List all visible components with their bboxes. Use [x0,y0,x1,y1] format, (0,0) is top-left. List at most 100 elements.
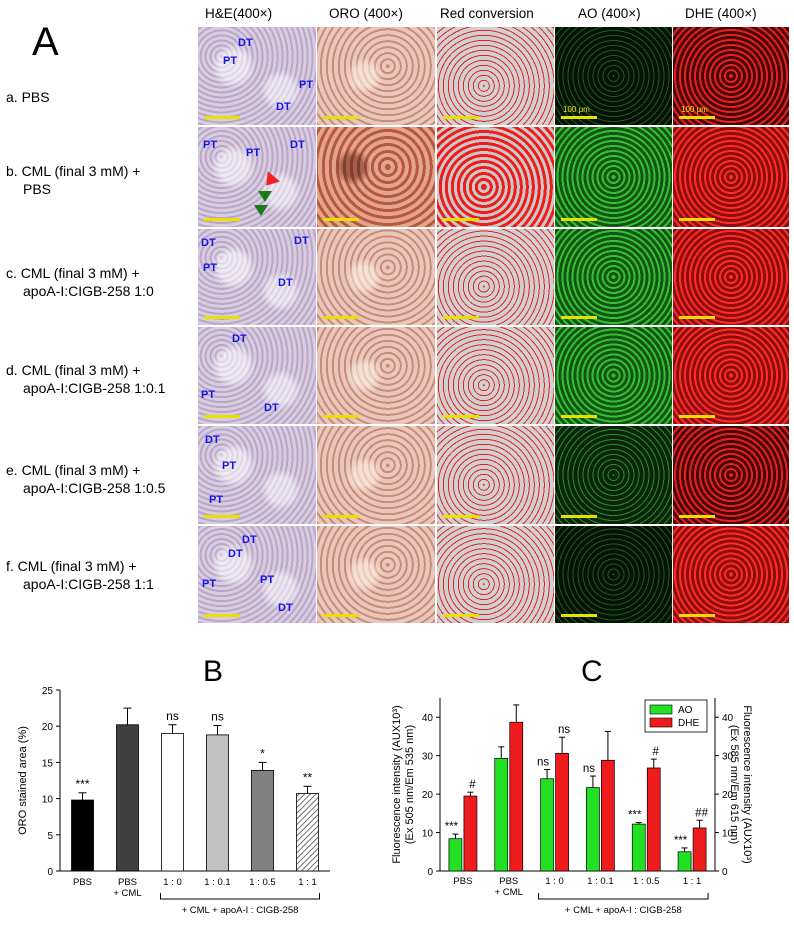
scale-bar [561,614,597,617]
significance-label: *** [674,835,688,847]
micrograph-a-he: DT PT PT DT [198,27,316,125]
col-header-red-conversion: Red conversion [440,6,534,21]
legend-swatch [649,717,673,728]
row-label-e: e. CML (final 3 mM) + apoA-I:CIGB-258 1:0… [6,462,166,496]
micrograph-e-oro [317,426,435,524]
x-tick-label: 1 : 0.5 [249,877,275,888]
scale-bar [443,515,479,518]
panel-b-letter: B [203,655,223,688]
y-tick-label-right: 30 [722,752,734,763]
y-tick-label: 0 [47,867,53,878]
tissue-label: DT [278,277,293,289]
micrograph-f-he: DT DT PT PT DT [198,526,316,623]
row-label-a: a. PBS [6,89,50,105]
significance-label: ns [583,763,595,775]
scale-bar [561,316,597,319]
tissue-label: PT [222,460,237,472]
col-header-he: H&E(400×) [205,6,273,21]
x-tick-label: 1 : 1 [683,876,702,887]
scale-bar [323,415,359,418]
x-tick-label: 1 : 0 [163,877,182,888]
scale-bar [561,116,597,119]
y-tick-label-left: 10 [422,829,434,840]
tissue-label: DT [242,534,257,546]
y-axis-label-right-2: (Ex 585 nm/Em 615 nm) [728,725,740,844]
tissue-label: PT [202,578,217,590]
group-bracket [160,893,320,900]
scale-bar [561,415,597,418]
y-tick-label-right: 0 [722,867,728,878]
micrograph-f-dhe [673,526,789,623]
scale-bar [323,316,359,319]
scale-bar [323,614,359,617]
bar [116,724,139,872]
green-arrow-icon [258,191,272,202]
y-tick-label: 20 [42,722,54,733]
micrograph-b-oro [317,127,435,227]
micrograph-b-he: PT PT DT [198,127,316,227]
x-tick-label: PBS [118,877,137,888]
y-tick-label-right: 10 [722,829,734,840]
row-label-f: f. CML (final 3 mM) + apoA-I:CIGB-258 1:1 [6,558,154,592]
micrograph-c-dhe [673,229,789,325]
micrograph-c-ao [555,229,672,325]
col-header-ao: AO (400×) [578,6,641,21]
tissue-label: DT [201,237,216,249]
scale-bar [679,515,715,518]
y-tick-label-left: 0 [427,867,433,878]
scale-bar [561,515,597,518]
tissue-label: PT [299,79,314,91]
y-tick-label: 10 [42,795,54,806]
tissue-label: DT [276,101,291,113]
scale-bar [204,316,240,319]
scale-bar [679,415,715,418]
scale-bar [443,218,479,221]
scale-bar-label: 100 μm [681,105,708,114]
micrograph-d-he: DT PT DT [198,327,316,424]
y-axis-label: ORO stained area (%) [17,726,29,835]
panel-c-letter: C [581,655,603,688]
micrograph-d-ao [555,327,672,424]
bar [206,734,229,872]
micrograph-f-ao [555,526,672,623]
significance-label: ns [166,709,179,723]
tissue-label: DT [278,602,293,614]
group-bracket [538,893,709,900]
green-arrow-icon [254,205,268,216]
tissue-label: PT [260,574,275,586]
scale-bar [204,218,240,221]
significance-label: # [469,779,476,791]
y-tick-label-left: 40 [422,713,434,724]
tissue-label: PT [201,389,216,401]
bar-ao [494,758,509,872]
tissue-label: DT [232,333,247,345]
scale-bar [443,116,479,119]
col-header-oro: ORO (400×) [329,6,403,21]
micrograph-d-dhe [673,327,789,424]
bar-ao [586,787,600,872]
y-axis-label-left-2: (Ex 505 nm/Em 535 nm) [404,725,416,844]
micrograph-f-red-conversion [437,526,554,623]
y-tick-label: 25 [42,686,54,697]
y-tick-label-right: 20 [722,790,734,801]
x-tick-label: + CML [113,888,141,899]
x-tick-label: 1 : 0 [545,876,564,887]
significance-label: # [653,746,660,758]
scale-bar [323,116,359,119]
row-label-d: d. CML (final 3 mM) + apoA-I:CIGB-258 1:0… [6,362,166,396]
y-tick-label: 5 [47,831,53,842]
scale-bar [679,614,715,617]
bar-dhe [509,721,524,872]
x-tick-label: 1 : 0.1 [587,876,613,887]
tissue-label: PT [203,139,218,151]
tissue-label: DT [238,37,253,49]
micrograph-b-dhe [673,127,789,227]
scale-bar [443,415,479,418]
significance-label: *** [445,821,459,833]
panel-a-letter: A [32,20,59,64]
scale-bar [443,614,479,617]
tissue-label: PT [246,147,261,159]
bar-dhe [555,753,569,872]
legend-label: DHE [678,718,699,729]
micrograph-e-ao [555,426,672,524]
